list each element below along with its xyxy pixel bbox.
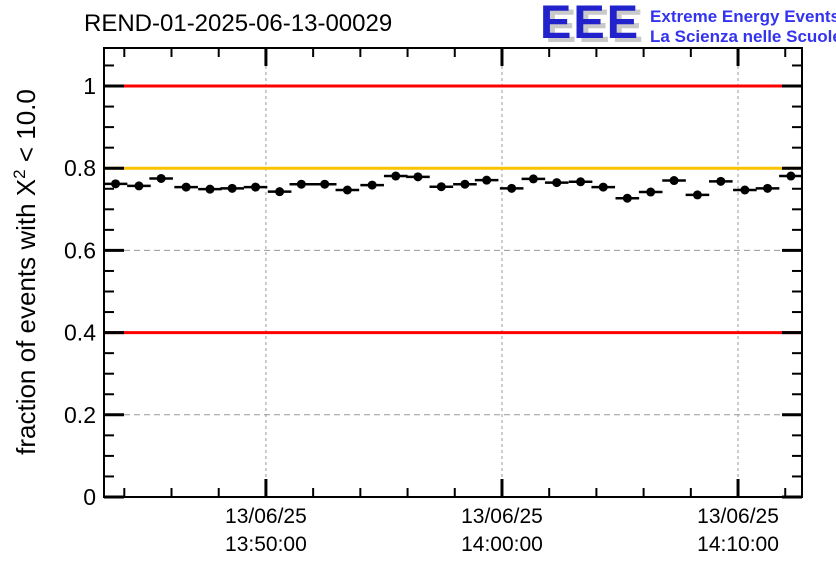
y-axis-label-exponent: 2 <box>10 169 30 179</box>
data-point <box>342 185 352 195</box>
data-point <box>251 182 261 192</box>
eee-logo-line1: Extreme Energy Events <box>650 7 836 26</box>
data-point <box>786 171 796 181</box>
eee-logo-acronym: EEE <box>540 0 641 48</box>
data-point <box>134 181 144 191</box>
data-point <box>552 178 562 188</box>
x-tick-label: 13/06/25 14:00:00 <box>461 505 543 556</box>
data-point <box>205 184 215 194</box>
data-point <box>460 179 470 189</box>
data-point <box>436 182 446 192</box>
x-tick-labels: 13/06/25 13:50:00 13/06/25 14:00:00 13/06/25… <box>225 505 779 556</box>
data-point <box>669 176 679 186</box>
reference-lines <box>104 84 802 335</box>
data-point <box>716 176 726 186</box>
x-tick-label: 13/06/25 13:50:00 <box>225 505 307 556</box>
data-point <box>181 182 191 192</box>
y-axis-label-suffix: < 10.0 <box>10 89 41 170</box>
y-axis-label: fraction of events with X2 < 10.0 <box>10 89 42 455</box>
eee-logo-text: Extreme Energy Events La Scienza nelle S… <box>650 7 836 47</box>
data-point <box>111 179 121 189</box>
data-series <box>104 171 802 203</box>
y-tick-label: 0.2 <box>64 402 96 428</box>
plot-frame <box>103 47 803 498</box>
y-tick-labels: 0 0.2 0.4 0.6 0.8 1 <box>64 73 96 510</box>
data-point <box>740 185 750 195</box>
data-point <box>367 180 377 190</box>
data-point <box>576 177 586 187</box>
y-tick-label: 0.8 <box>64 155 96 181</box>
data-point <box>156 173 166 183</box>
gridlines <box>104 48 802 497</box>
plot-title: REND-01-2025-06-13-00029 <box>84 10 393 37</box>
data-point <box>296 179 306 189</box>
x-tick-label: 13/06/25 14:10:00 <box>697 505 779 556</box>
axis-ticks <box>104 48 802 499</box>
data-point <box>763 183 773 193</box>
eee-logo-line2: La Scienza nelle Scuole <box>650 27 836 46</box>
data-point <box>507 183 517 193</box>
data-point <box>528 174 538 184</box>
eee-logo: EEE Extreme Energy Events La Scienza nel… <box>540 0 836 48</box>
data-point <box>598 182 608 192</box>
y-axis-label-prefix: fraction of events with X <box>10 178 41 455</box>
y-tick-label: 1 <box>83 73 96 99</box>
y-tick-label: 0 <box>83 484 96 510</box>
data-point <box>413 172 423 182</box>
data-point <box>227 183 237 193</box>
data-point <box>275 187 285 197</box>
y-tick-label: 0.4 <box>64 320 96 346</box>
y-tick-label: 0.6 <box>64 237 96 263</box>
data-point <box>692 190 702 200</box>
data-point <box>320 179 330 189</box>
data-point <box>482 175 492 185</box>
data-point <box>646 187 656 197</box>
data-point <box>622 193 632 203</box>
data-point <box>391 171 401 181</box>
